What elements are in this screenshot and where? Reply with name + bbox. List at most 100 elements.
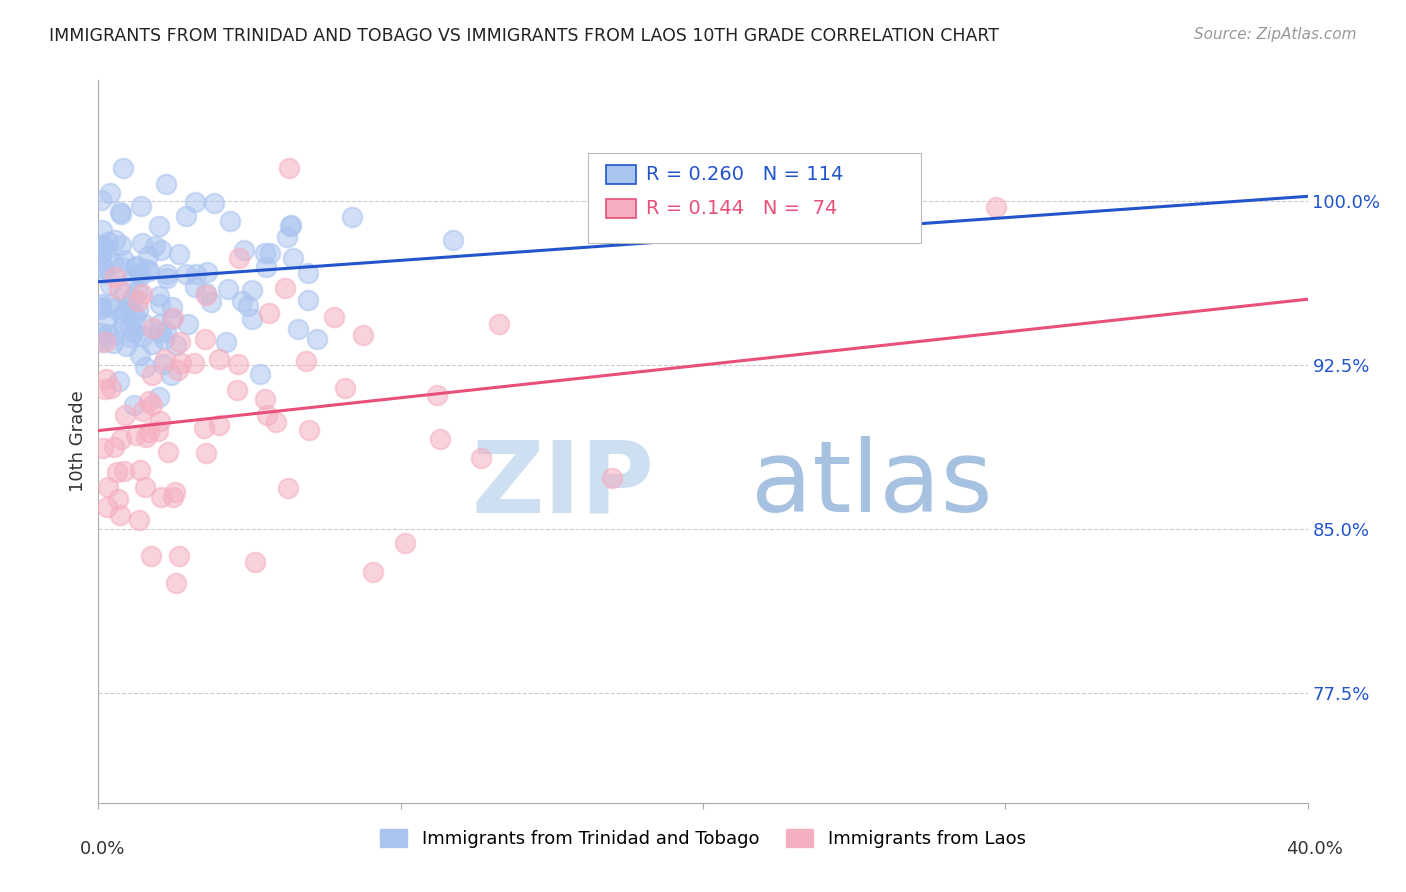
Point [104,270,127,285]
FancyBboxPatch shape [588,153,921,243]
FancyBboxPatch shape [606,200,637,219]
Point [240,312,263,326]
Point [148,390,170,404]
Point [135,430,157,444]
Point [114,408,136,422]
Text: R = 0.260   N = 114: R = 0.260 N = 114 [647,165,844,184]
Text: 40.0%: 40.0% [1286,840,1343,858]
Point [149,325,172,339]
Point [131,286,153,301]
Point [149,297,172,311]
Point [194,285,217,300]
Point [363,565,385,579]
Point [136,261,159,276]
Point [122,270,145,285]
Point [93,441,115,455]
Point [228,251,250,265]
Point [488,317,510,331]
Point [93,266,115,280]
Point [129,266,152,280]
Point [90,335,112,350]
Point [112,318,135,333]
Point [274,281,297,295]
Point [110,260,132,274]
Point [103,301,125,315]
Text: R = 0.144   N =  74: R = 0.144 N = 74 [647,200,838,219]
Point [90,193,112,207]
Point [107,491,129,506]
Point [122,398,145,412]
Point [264,415,287,429]
Point [276,230,298,244]
Point [254,260,277,275]
Point [195,446,218,460]
Text: 0.0%: 0.0% [80,840,125,858]
Point [131,236,153,251]
Point [174,267,197,281]
Point [226,357,249,371]
Point [91,260,114,275]
Point [110,433,132,447]
Point [394,535,416,549]
Point [112,253,135,268]
Legend: Immigrants from Trinidad and Tobago, Immigrants from Laos: Immigrants from Trinidad and Tobago, Imm… [373,822,1033,855]
Point [352,328,374,343]
Point [112,287,135,301]
Point [138,425,160,439]
Point [121,304,143,318]
Point [233,244,256,258]
Point [322,310,344,325]
Point [152,332,174,346]
Point [93,259,115,273]
Point [160,312,183,326]
Point [138,264,160,278]
Point [141,336,163,351]
Point [90,297,112,311]
Point [90,245,112,260]
Point [125,427,148,442]
Point [259,305,281,319]
Point [108,205,131,219]
Point [120,330,142,344]
Point [253,392,276,406]
Point [139,549,162,563]
Point [134,480,156,494]
Point [342,211,364,225]
Point [148,289,170,303]
Point [225,383,247,397]
Point [97,235,120,250]
Point [105,465,128,479]
Point [194,288,217,302]
Point [146,425,169,439]
Point [104,233,127,247]
Point [195,265,218,279]
Point [278,161,301,175]
Point [297,293,319,307]
Point [277,481,299,495]
Point [142,321,165,335]
Point [114,303,136,318]
Point [110,237,132,252]
Point [90,326,112,340]
Point [94,334,117,349]
Point [333,381,356,395]
Point [91,222,114,236]
Point [287,322,309,336]
Text: IMMIGRANTS FROM TRINIDAD AND TOBAGO VS IMMIGRANTS FROM LAOS 10TH GRADE CORRELATI: IMMIGRANTS FROM TRINIDAD AND TOBAGO VS I… [49,27,1000,45]
Point [193,421,215,435]
Point [98,186,121,200]
Point [96,242,118,256]
Point [165,337,187,351]
Point [208,418,231,433]
Point [112,464,135,478]
Point [128,348,150,362]
Point [90,301,112,316]
Point [429,432,451,446]
Point [134,359,156,374]
Point [426,388,449,402]
Point [169,356,191,370]
Point [141,368,163,382]
Point [128,463,150,477]
Point [157,445,180,459]
Point [132,317,155,331]
